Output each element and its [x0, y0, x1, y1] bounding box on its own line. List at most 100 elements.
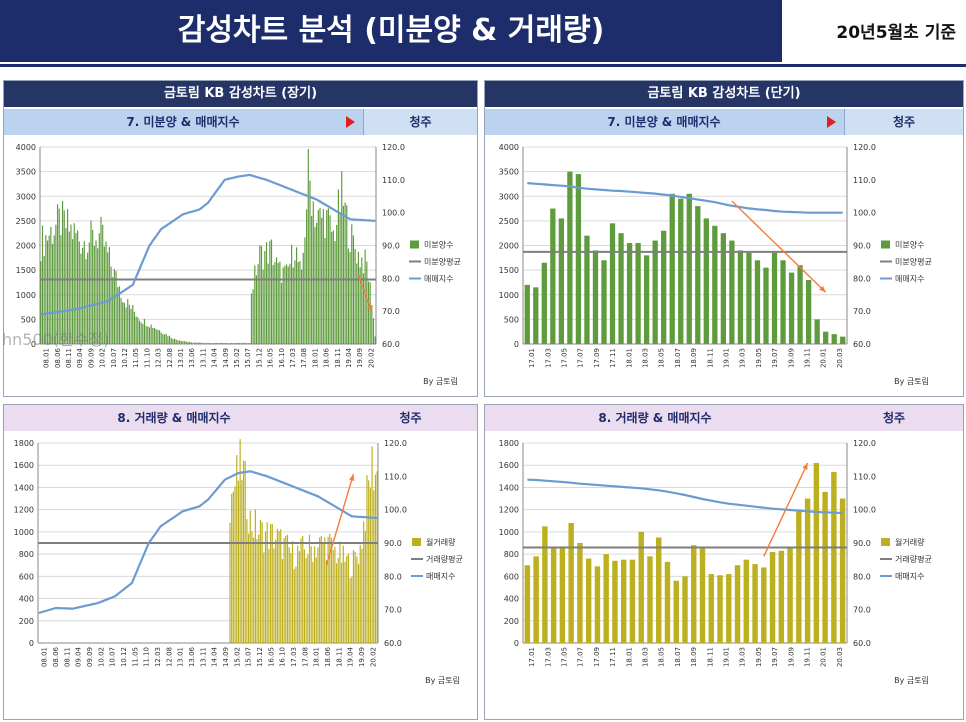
legend-label: 미분양수 — [895, 241, 924, 250]
data-bar — [368, 281, 369, 344]
data-bar — [717, 575, 722, 643]
x-tick-label: 08.06 — [52, 646, 60, 667]
data-bar — [202, 343, 203, 344]
x-tick-label: 17.11 — [609, 348, 617, 368]
x-tick-label: 20.03 — [836, 348, 844, 368]
y-tick-label: 2500 — [16, 217, 36, 226]
data-bar — [358, 564, 359, 643]
x-tick-label: 08.06 — [54, 347, 62, 368]
x-tick-label: 17.03 — [544, 348, 552, 368]
data-bar — [57, 204, 58, 344]
data-bar — [214, 343, 215, 344]
data-bar — [373, 490, 374, 643]
y2-tick-label: 70.0 — [382, 307, 400, 316]
x-tick-label: 18.03 — [642, 348, 650, 368]
x-tick-label: 20.03 — [836, 647, 844, 667]
data-bar — [207, 343, 208, 344]
data-bar — [278, 531, 279, 643]
data-bar — [644, 255, 649, 344]
data-bar — [122, 302, 123, 344]
data-bar — [243, 461, 244, 643]
data-bar — [822, 492, 827, 643]
x-tick-label: 11.05 — [131, 647, 139, 667]
data-bar — [172, 339, 173, 344]
data-bar — [550, 209, 555, 344]
y-tick-label: 0 — [29, 639, 34, 648]
subheader-long-volume: 8. 거래량 & 매매지수 청주 — [4, 405, 477, 431]
data-bar — [211, 343, 212, 344]
data-bar — [726, 574, 731, 643]
data-bar — [241, 343, 242, 344]
x-tick-label: 17.08 — [300, 348, 308, 368]
data-bar — [273, 548, 274, 643]
x-tick-label: 17.01 — [528, 647, 536, 667]
data-bar — [184, 341, 185, 344]
data-bar — [217, 343, 218, 344]
data-bar — [729, 241, 734, 344]
data-bar — [271, 239, 272, 344]
data-bar — [355, 552, 356, 643]
x-tick-label: 10.12 — [120, 647, 128, 667]
y-tick-label: 500 — [21, 315, 36, 324]
y-tick-label: 1200 — [499, 506, 519, 515]
data-bar — [341, 171, 342, 344]
data-bar — [297, 546, 298, 643]
data-bar — [328, 208, 329, 344]
data-bar — [525, 285, 530, 344]
data-bar — [366, 475, 367, 643]
data-bar — [630, 560, 635, 643]
x-tick-label: 09.09 — [87, 348, 95, 368]
data-bar — [146, 326, 147, 344]
data-bar — [368, 480, 369, 643]
subheader-label: 7. 미분양 & 매매지수 — [4, 109, 362, 135]
y2-tick-label: 60.0 — [853, 340, 871, 349]
x-tick-label: 19.07 — [771, 647, 779, 667]
data-bar — [336, 225, 337, 344]
credit-label: By 금토림 — [894, 675, 929, 685]
data-bar — [137, 317, 138, 344]
index-line — [527, 480, 842, 513]
data-bar — [603, 554, 608, 643]
data-bar — [129, 305, 130, 344]
data-bar — [780, 260, 785, 344]
data-bar — [568, 523, 573, 643]
data-bar — [236, 343, 237, 344]
data-bar — [240, 439, 241, 643]
x-tick-label: 17.05 — [561, 348, 569, 368]
data-bar — [316, 558, 317, 643]
y2-tick-label: 100.0 — [853, 506, 876, 515]
x-tick-label: 17.11 — [609, 647, 617, 667]
data-bar — [665, 562, 670, 643]
x-tick-label: 18.11 — [706, 647, 714, 667]
x-tick-label: 20.02 — [369, 647, 377, 667]
y-tick-label: 3500 — [16, 168, 36, 177]
x-tick-label: 13.11 — [199, 348, 207, 368]
data-bar — [253, 538, 254, 643]
x-tick-label: 18.01 — [311, 348, 319, 368]
y-tick-label: 1000 — [14, 528, 34, 537]
data-bar — [284, 266, 285, 344]
x-tick-label: 18.01 — [625, 348, 633, 368]
data-bar — [323, 209, 324, 344]
data-bar — [126, 308, 127, 344]
y2-tick-label: 120.0 — [382, 143, 405, 152]
x-tick-label: 19.09 — [787, 348, 795, 368]
data-bar — [687, 194, 692, 344]
data-bar — [319, 208, 320, 344]
y2-tick-label: 110.0 — [853, 472, 876, 481]
data-bar — [805, 499, 810, 643]
data-bar — [248, 534, 249, 643]
data-bar — [351, 224, 352, 344]
data-bar — [311, 546, 312, 643]
data-bar — [253, 289, 254, 344]
data-bar — [272, 524, 273, 643]
data-bar — [348, 554, 349, 643]
x-tick-label: 15.12 — [255, 348, 263, 368]
data-bar — [274, 262, 275, 344]
data-bar — [164, 334, 165, 344]
data-bar — [278, 263, 279, 344]
y-tick-label: 200 — [19, 617, 34, 626]
data-bar — [735, 565, 740, 643]
x-tick-label: 10.07 — [109, 647, 117, 667]
data-bar — [59, 209, 60, 344]
